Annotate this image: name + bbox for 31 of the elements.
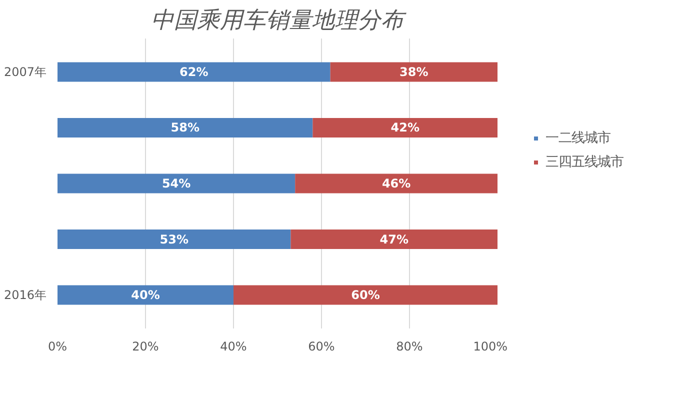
y-tick-label: 2016年 [4,288,47,302]
x-tick-label: 0% [48,340,68,354]
x-tick-label: 100% [473,340,508,354]
data-label: 38% [400,64,428,79]
x-tick-label: 20% [132,340,159,354]
legend-label: 一二线城市 [546,130,610,147]
bar [58,118,313,138]
bar [330,62,498,82]
bar [234,285,498,305]
data-label: 46% [382,176,411,190]
legend-label: 三四五线城市 [546,154,624,171]
x-tick-label: 60% [308,340,335,354]
data-label: 62% [180,64,208,79]
bar [295,174,498,194]
chart-title: 中国乘用车销量地理分布 [151,8,407,34]
x-tick-label: 80% [396,340,423,354]
x-tick-label: 40% [220,340,247,354]
data-label: 47% [380,232,408,246]
data-label: 40% [131,288,160,302]
data-label: 53% [160,232,188,246]
y-tick-label: 2007年 [4,64,47,79]
bar [312,118,498,138]
data-label: 42% [390,120,420,135]
bar [58,174,296,194]
bar [58,62,330,82]
data-label: 54% [162,176,191,190]
data-label: 58% [170,120,200,135]
data-label: 60% [351,288,380,302]
bar [58,230,291,250]
bar [290,230,498,250]
bar [58,285,234,305]
